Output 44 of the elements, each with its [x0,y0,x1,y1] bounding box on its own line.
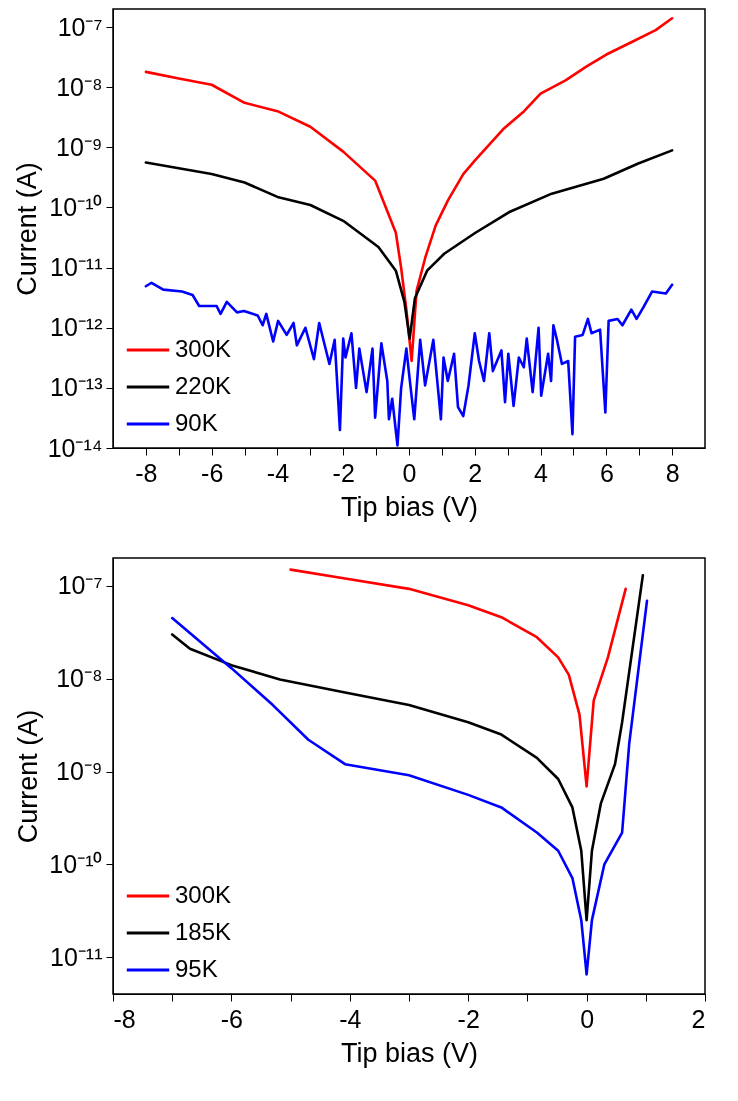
y-tick-label: 10⁻¹¹ [50,942,103,971]
x-tick-label: 0 [402,458,417,487]
x-tick-label: -4 [266,458,290,487]
y-tick-label: 10⁻⁷ [57,571,103,600]
line-series [170,574,645,922]
legend-label: 90K [175,409,218,436]
line-series [144,281,674,447]
y-tick-label: 10⁻¹³ [50,373,103,402]
legend-label: 185K [175,918,232,945]
line-series [170,599,649,976]
y-tick-label: 10⁻⁹ [55,132,103,161]
x-tick-label: -2 [332,458,355,487]
y-tick-label: 10⁻⁷ [57,12,103,41]
legend-label: 95K [175,955,218,982]
x-tick-label: 2 [468,458,483,487]
line-series [289,568,627,788]
legend-label: 220K [175,372,232,399]
legend-label: 300K [175,335,232,362]
x-tick-label: 0 [580,1004,595,1033]
x-tick-label: -8 [135,458,158,487]
y-axis-title: Current (A) [13,709,44,844]
x-tick-label: 8 [665,458,680,487]
x-tick-label: 2 [691,1004,706,1033]
x-tick-label: 6 [599,458,614,487]
legend-label: 300K [175,881,232,908]
line-series [144,17,674,363]
x-tick-label: -6 [220,1004,244,1033]
y-tick-label: 10⁻¹¹ [50,253,103,282]
line-series [144,149,674,340]
y-axis-title: Current (A) [11,162,42,296]
x-axis-title: Tip bias (V) [340,491,479,522]
y-tick-label: 10⁻⁸ [56,664,103,693]
x-tick-label: -4 [339,1004,362,1033]
y-tick-label: 10⁻¹⁰ [49,849,103,878]
x-tick-label: -6 [201,458,224,487]
x-tick-label: -2 [457,1004,480,1033]
y-tick-label: 10⁻¹⁰ [49,192,103,221]
y-tick-label: 10⁻⁸ [56,72,103,101]
y-tick-label: 10⁻⁹ [55,757,103,785]
x-axis-title: Tip bias (V) [340,1037,479,1068]
x-tick-label: -8 [113,1004,136,1033]
y-tick-label: 10⁻¹² [50,313,103,342]
y-tick-label: 10⁻¹⁴ [47,433,103,462]
x-tick-label: 4 [534,458,549,487]
